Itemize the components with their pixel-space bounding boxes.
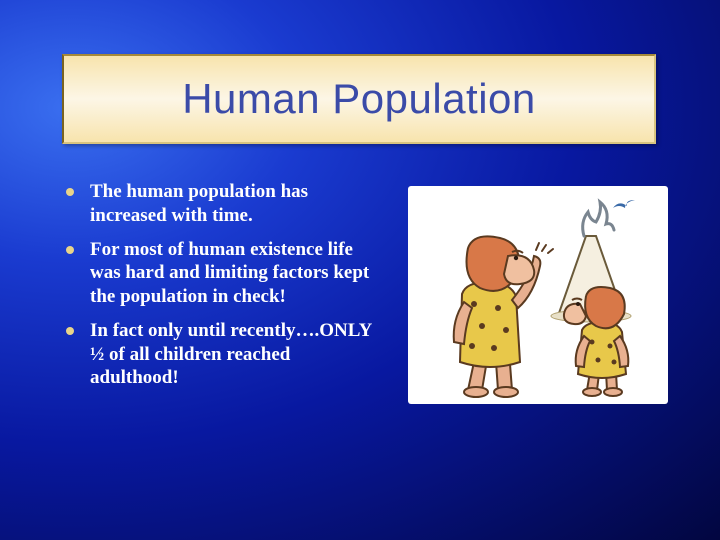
bullet-item: In fact only until recently….ONLY ½ of a… bbox=[62, 319, 382, 390]
slide-illustration bbox=[408, 186, 668, 404]
bullet-item: For most of human existence life was har… bbox=[62, 238, 382, 309]
adult-caveman-icon bbox=[454, 236, 553, 397]
slide-title: Human Population bbox=[182, 75, 536, 123]
title-box: Human Population bbox=[62, 54, 656, 144]
bullet-item: The human population has increased with … bbox=[62, 180, 382, 228]
child-caveman-icon bbox=[564, 287, 628, 396]
bullet-list: The human population has increased with … bbox=[62, 180, 382, 390]
cavemen-cartoon-icon bbox=[408, 186, 668, 404]
bullet-content: The human population has increased with … bbox=[62, 180, 382, 400]
